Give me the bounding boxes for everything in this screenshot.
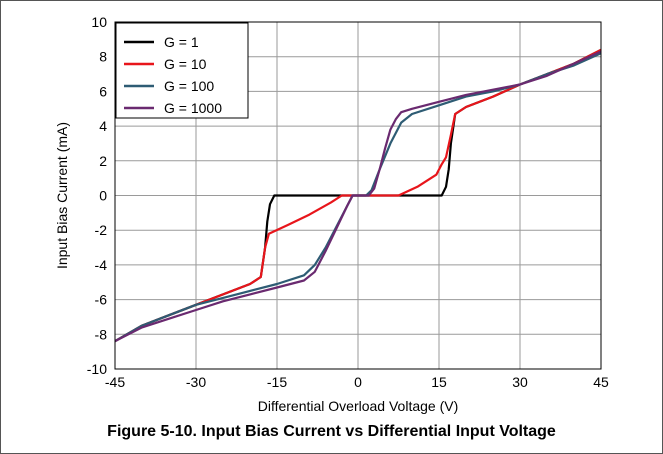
y-tick-label: 4 <box>99 118 107 134</box>
legend-label: G = 1000 <box>164 100 222 116</box>
legend-label: G = 10 <box>164 56 207 72</box>
y-tick-label: -6 <box>95 292 108 308</box>
x-tick-label: -15 <box>267 374 287 390</box>
legend-box <box>115 22 249 119</box>
x-tick-label: 15 <box>431 374 447 390</box>
y-tick-label: 0 <box>99 188 107 204</box>
y-axis-label: Input Bias Current (mA) <box>54 122 70 269</box>
tick-labels: -45 -30 -15 0 15 30 45 -10 -8 -6 -4 -2 0 2 4 6 8 10 <box>87 14 609 390</box>
x-tick-label: -30 <box>186 374 206 390</box>
x-tick-label: -45 <box>105 374 125 390</box>
y-tick-label: 10 <box>91 14 107 30</box>
y-tick-label: -4 <box>95 257 108 273</box>
series-lines <box>114 48 602 343</box>
y-tick-label: 6 <box>99 83 107 99</box>
series-line-g-1000 <box>114 50 602 343</box>
y-tick-label: -10 <box>87 361 107 377</box>
legend-label: G = 100 <box>164 78 214 94</box>
x-tick-label: 45 <box>593 374 609 390</box>
figure-caption: Figure 5-10. Input Bias Current vs Diffe… <box>107 423 556 440</box>
y-tick-label: 2 <box>99 153 107 169</box>
legend: G = 1 G = 10 G = 100 G = 1000 <box>115 22 249 119</box>
y-tick-label: -2 <box>95 222 108 238</box>
plot-area-border <box>114 21 602 370</box>
x-tick-label: 30 <box>512 374 528 390</box>
x-axis-label: Differential Overload Voltage (V) <box>258 398 459 414</box>
x-tick-label: 0 <box>354 374 362 390</box>
y-tick-label: -8 <box>95 326 108 342</box>
y-tick-label: 8 <box>99 49 107 65</box>
legend-label: G = 1 <box>164 34 199 50</box>
